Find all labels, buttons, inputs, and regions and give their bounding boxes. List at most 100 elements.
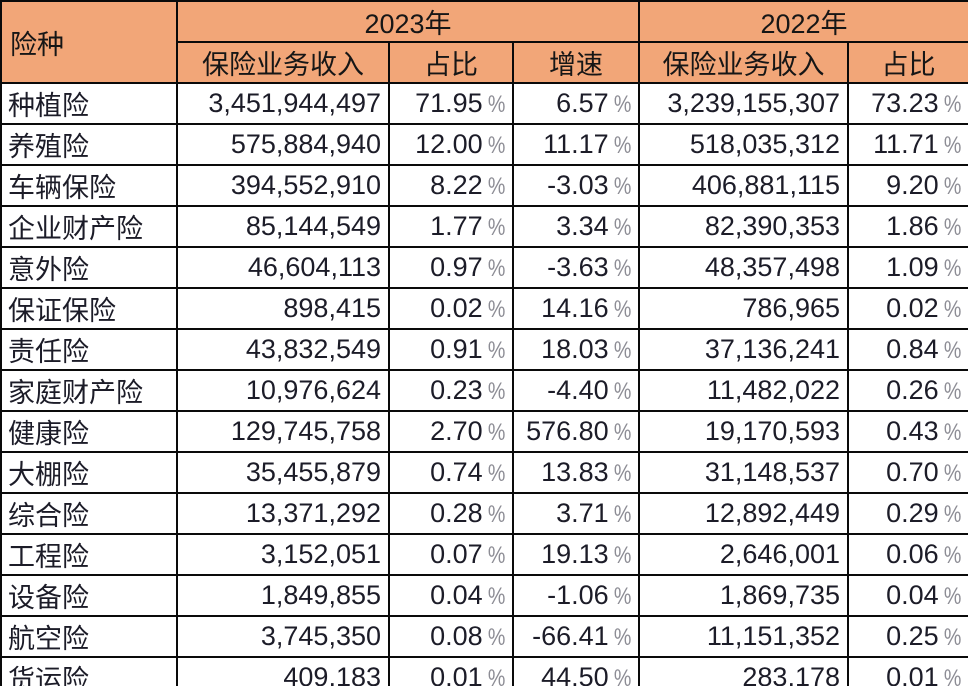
share-2023-value: 12.00 xyxy=(415,129,483,159)
share-2023-cell: 12.00% xyxy=(388,123,514,166)
growth-2023-value: -66.41 xyxy=(532,621,609,651)
growth-2023-value: 6.57 xyxy=(556,88,609,118)
growth-2023-value: 18.03 xyxy=(541,334,609,364)
income-2022-cell: 518,035,312 xyxy=(638,123,849,166)
income-2022-cell: 786,965 xyxy=(638,287,849,330)
share-2022-value: 0.06 xyxy=(886,539,939,569)
table-row: 设备险 1,849,855 0.04% -1.06% 1,869,735 0.0… xyxy=(0,574,968,617)
table-row: 车辆保险 394,552,910 8.22% -3.03% 406,881,11… xyxy=(0,164,968,207)
row-label: 养殖险 xyxy=(0,123,178,166)
income-2023-cell: 85,144,549 xyxy=(176,205,390,248)
share-2022-cell: 1.86% xyxy=(846,205,968,248)
share-2022-cell: 0.29% xyxy=(846,492,968,535)
share-2022-value: 0.29 xyxy=(886,498,939,528)
share-2023-value: 8.22 xyxy=(430,170,483,200)
growth-2023-cell: -1.06% xyxy=(512,574,640,617)
percent-sign: % xyxy=(487,583,505,610)
table-row: 责任险 43,832,549 0.91% 18.03% 37,136,241 0… xyxy=(0,328,968,371)
growth-2023-value: -1.06 xyxy=(547,580,609,610)
share-2023-value: 0.74 xyxy=(430,457,483,487)
growth-2023-cell: -3.63% xyxy=(512,246,640,289)
header-share-2022: 占比 xyxy=(846,41,968,84)
percent-sign: % xyxy=(613,501,631,528)
percent-sign: % xyxy=(613,460,631,487)
income-2022-cell: 11,482,022 xyxy=(638,369,849,412)
share-2022-value: 0.26 xyxy=(886,375,939,405)
percent-sign: % xyxy=(487,132,505,159)
share-2022-cell: 0.43% xyxy=(846,410,968,453)
percent-sign: % xyxy=(487,501,505,528)
percent-sign: % xyxy=(943,132,962,159)
share-2022-value: 11.71 xyxy=(873,129,939,159)
percent-sign: % xyxy=(943,255,962,282)
table-row: 企业财产险 85,144,549 1.77% 3.34% 82,390,353 … xyxy=(0,205,968,248)
percent-sign: % xyxy=(943,214,962,241)
header-growth-2023: 增速 xyxy=(512,41,640,84)
income-2022-cell: 1,869,735 xyxy=(638,574,849,617)
percent-sign: % xyxy=(613,583,631,610)
growth-2023-value: -4.40 xyxy=(547,375,609,405)
growth-2023-value: -3.63 xyxy=(547,252,609,282)
growth-2023-value: 3.71 xyxy=(556,498,609,528)
income-2023-cell: 46,604,113 xyxy=(176,246,390,289)
share-2023-value: 0.23 xyxy=(430,375,483,405)
percent-sign: % xyxy=(943,460,962,487)
header-share-2023: 占比 xyxy=(388,41,514,84)
share-2023-value: 0.28 xyxy=(430,498,483,528)
percent-sign: % xyxy=(943,91,962,118)
percent-sign: % xyxy=(943,337,962,364)
share-2022-value: 1.09 xyxy=(886,252,939,282)
income-2023-cell: 35,455,879 xyxy=(176,451,390,494)
share-2022-cell: 0.25% xyxy=(846,615,968,658)
share-2023-cell: 71.95% xyxy=(388,82,514,125)
table-row: 大棚险 35,455,879 0.74% 13.83% 31,148,537 0… xyxy=(0,451,968,494)
row-label: 航空险 xyxy=(0,615,178,658)
growth-2023-cell: 44.50% xyxy=(512,656,640,686)
header-year-2023: 2023年 xyxy=(176,0,640,43)
share-2023-value: 71.95 xyxy=(415,88,483,118)
percent-sign: % xyxy=(613,624,631,651)
percent-sign: % xyxy=(613,132,631,159)
share-2022-cell: 0.06% xyxy=(846,533,968,576)
table-row: 综合险 13,371,292 0.28% 3.71% 12,892,449 0.… xyxy=(0,492,968,535)
percent-sign: % xyxy=(943,665,962,686)
income-2023-cell: 898,415 xyxy=(176,287,390,330)
percent-sign: % xyxy=(943,173,962,200)
share-2022-value: 0.02 xyxy=(886,293,939,323)
income-2023-cell: 3,745,350 xyxy=(176,615,390,658)
share-2023-cell: 0.01% xyxy=(388,656,514,686)
growth-2023-cell: -66.41% xyxy=(512,615,640,658)
income-2022-cell: 12,892,449 xyxy=(638,492,849,535)
row-label: 工程险 xyxy=(0,533,178,576)
header-year-2022: 2022年 xyxy=(637,0,968,43)
growth-2023-cell: 11.17% xyxy=(512,123,640,166)
percent-sign: % xyxy=(487,624,505,651)
percent-sign: % xyxy=(487,419,505,446)
growth-2023-value: 3.34 xyxy=(556,211,609,241)
percent-sign: % xyxy=(613,173,631,200)
share-2022-cell: 0.01% xyxy=(846,656,968,686)
growth-2023-cell: -4.40% xyxy=(512,369,640,412)
header-income-2022: 保险业务收入 xyxy=(638,41,849,84)
table-header: 险种 2023年 2022年 保险业务收入 占比 增速 保险业务收入 占比 xyxy=(0,0,968,84)
share-2023-cell: 0.08% xyxy=(388,615,514,658)
share-2022-cell: 73.23% xyxy=(846,82,968,125)
percent-sign: % xyxy=(487,460,505,487)
growth-2023-cell: 3.34% xyxy=(512,205,640,248)
share-2023-cell: 0.97% xyxy=(388,246,514,289)
share-2023-cell: 0.23% xyxy=(388,369,514,412)
percent-sign: % xyxy=(613,665,631,686)
table-row: 航空险 3,745,350 0.08% -66.41% 11,151,352 0… xyxy=(0,615,968,658)
row-label: 大棚险 xyxy=(0,451,178,494)
income-2023-cell: 129,745,758 xyxy=(176,410,390,453)
share-2023-value: 2.70 xyxy=(430,416,483,446)
share-2022-cell: 0.70% xyxy=(846,451,968,494)
percent-sign: % xyxy=(487,378,505,405)
row-label: 车辆保险 xyxy=(0,164,178,207)
percent-sign: % xyxy=(943,419,962,446)
share-2022-value: 0.25 xyxy=(886,621,939,651)
income-2023-cell: 3,451,944,497 xyxy=(176,82,390,125)
share-2022-value: 0.70 xyxy=(886,457,939,487)
table-row: 养殖险 575,884,940 12.00% 11.17% 518,035,31… xyxy=(0,123,968,166)
